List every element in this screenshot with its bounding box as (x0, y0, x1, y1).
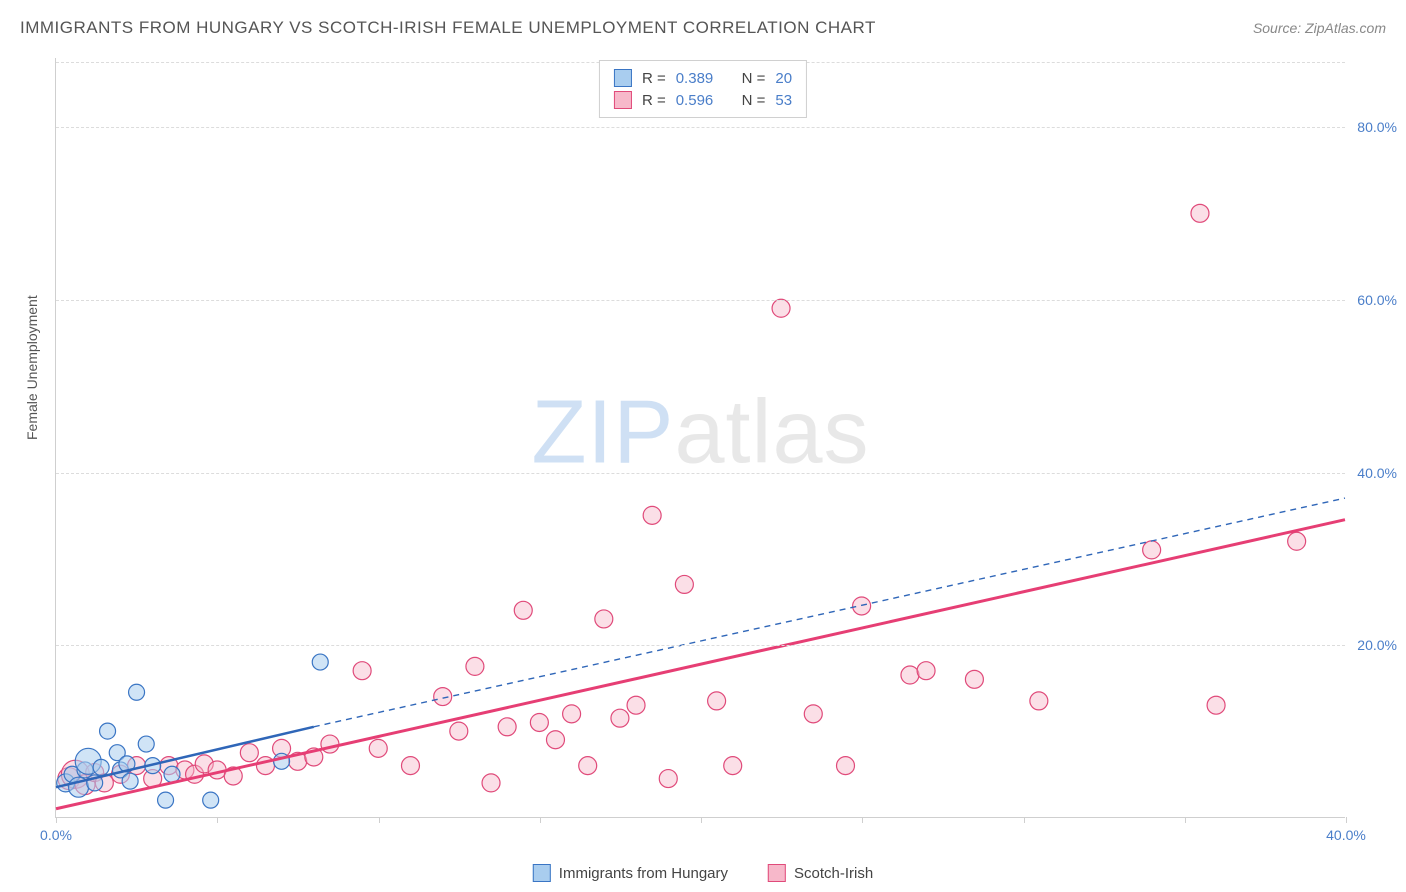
scatter-point (530, 713, 548, 731)
scatter-point (353, 662, 371, 680)
scatter-point (1030, 692, 1048, 710)
scatter-point (401, 757, 419, 775)
scatter-point (466, 657, 484, 675)
scatter-point (1207, 696, 1225, 714)
ytick-label: 80.0% (1357, 119, 1397, 135)
r-value-hungary: 0.389 (676, 70, 714, 87)
scatter-point (708, 692, 726, 710)
scatter-point (1191, 204, 1209, 222)
n-label: N = (742, 92, 766, 109)
scatter-point (164, 766, 180, 782)
r-value-scotch-irish: 0.596 (676, 92, 714, 109)
xtick-label: 40.0% (1326, 827, 1366, 843)
plot-area: ZIPatlas 20.0%40.0%60.0%80.0%0.0%40.0% (55, 58, 1345, 818)
gridline (56, 473, 1345, 474)
scatter-point (579, 757, 597, 775)
r-label: R = (642, 92, 666, 109)
gridline (56, 127, 1345, 128)
legend-item-hungary: Immigrants from Hungary (533, 864, 728, 882)
scatter-point (627, 696, 645, 714)
scatter-point (901, 666, 919, 684)
scatter-point (240, 744, 258, 762)
xtick (56, 817, 57, 823)
scatter-point (643, 506, 661, 524)
legend-label-scotch-irish: Scotch-Irish (794, 865, 873, 882)
n-value-hungary: 20 (775, 70, 792, 87)
scatter-point (772, 299, 790, 317)
y-axis-label: Female Unemployment (24, 295, 40, 440)
swatch-scotch-irish (614, 91, 632, 109)
scatter-point (203, 792, 219, 808)
trend-line (56, 520, 1345, 809)
title-bar: IMMIGRANTS FROM HUNGARY VS SCOTCH-IRISH … (20, 18, 1386, 38)
xtick (862, 817, 863, 823)
ytick-label: 60.0% (1357, 292, 1397, 308)
swatch-scotch-irish (768, 864, 786, 882)
r-label: R = (642, 70, 666, 87)
scatter-point (675, 575, 693, 593)
scatter-point (100, 723, 116, 739)
n-label: N = (742, 70, 766, 87)
scatter-point (321, 735, 339, 753)
scatter-point (1143, 541, 1161, 559)
scatter-point (450, 722, 468, 740)
scatter-point (434, 688, 452, 706)
scatter-point (611, 709, 629, 727)
xtick (1024, 817, 1025, 823)
xtick (1185, 817, 1186, 823)
scatter-point (514, 601, 532, 619)
legend-label-hungary: Immigrants from Hungary (559, 865, 728, 882)
swatch-hungary (533, 864, 551, 882)
ytick-label: 20.0% (1357, 637, 1397, 653)
legend-row-scotch-irish: R = 0.596 N = 53 (614, 89, 792, 111)
trend-line (314, 498, 1345, 727)
legend-item-scotch-irish: Scotch-Irish (768, 864, 873, 882)
gridline (56, 300, 1345, 301)
xtick (1346, 817, 1347, 823)
n-value-scotch-irish: 53 (775, 92, 792, 109)
scatter-point (563, 705, 581, 723)
scatter-point (659, 770, 677, 788)
scatter-point (724, 757, 742, 775)
xtick-label: 0.0% (40, 827, 72, 843)
scatter-point (369, 739, 387, 757)
chart-svg (56, 58, 1345, 817)
swatch-hungary (614, 69, 632, 87)
scatter-point (158, 792, 174, 808)
scatter-point (498, 718, 516, 736)
series-legend: Immigrants from Hungary Scotch-Irish (533, 864, 873, 882)
legend-row-hungary: R = 0.389 N = 20 (614, 67, 792, 89)
correlation-legend: R = 0.389 N = 20 R = 0.596 N = 53 (599, 60, 807, 118)
scatter-point (312, 654, 328, 670)
scatter-point (965, 670, 983, 688)
xtick (217, 817, 218, 823)
xtick (540, 817, 541, 823)
chart-title: IMMIGRANTS FROM HUNGARY VS SCOTCH-IRISH … (20, 18, 876, 38)
source-label: Source: ZipAtlas.com (1253, 20, 1386, 36)
scatter-point (138, 736, 154, 752)
gridline (56, 645, 1345, 646)
scatter-point (917, 662, 935, 680)
scatter-point (93, 759, 109, 775)
scatter-point (546, 731, 564, 749)
scatter-point (482, 774, 500, 792)
xtick (701, 817, 702, 823)
xtick (379, 817, 380, 823)
scatter-point (1288, 532, 1306, 550)
ytick-label: 40.0% (1357, 465, 1397, 481)
scatter-point (129, 684, 145, 700)
scatter-point (837, 757, 855, 775)
scatter-point (804, 705, 822, 723)
scatter-point (122, 773, 138, 789)
scatter-point (595, 610, 613, 628)
